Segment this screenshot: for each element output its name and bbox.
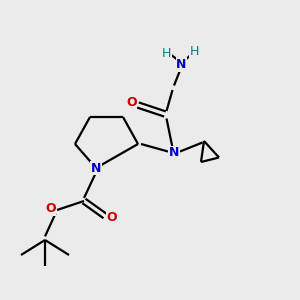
Text: N: N bbox=[91, 161, 101, 175]
Text: H: H bbox=[162, 46, 171, 60]
Text: O: O bbox=[45, 202, 56, 215]
Text: H: H bbox=[189, 45, 199, 58]
Text: O: O bbox=[126, 96, 137, 109]
Text: N: N bbox=[176, 58, 187, 71]
Text: N: N bbox=[169, 146, 179, 160]
Text: O: O bbox=[106, 211, 117, 224]
